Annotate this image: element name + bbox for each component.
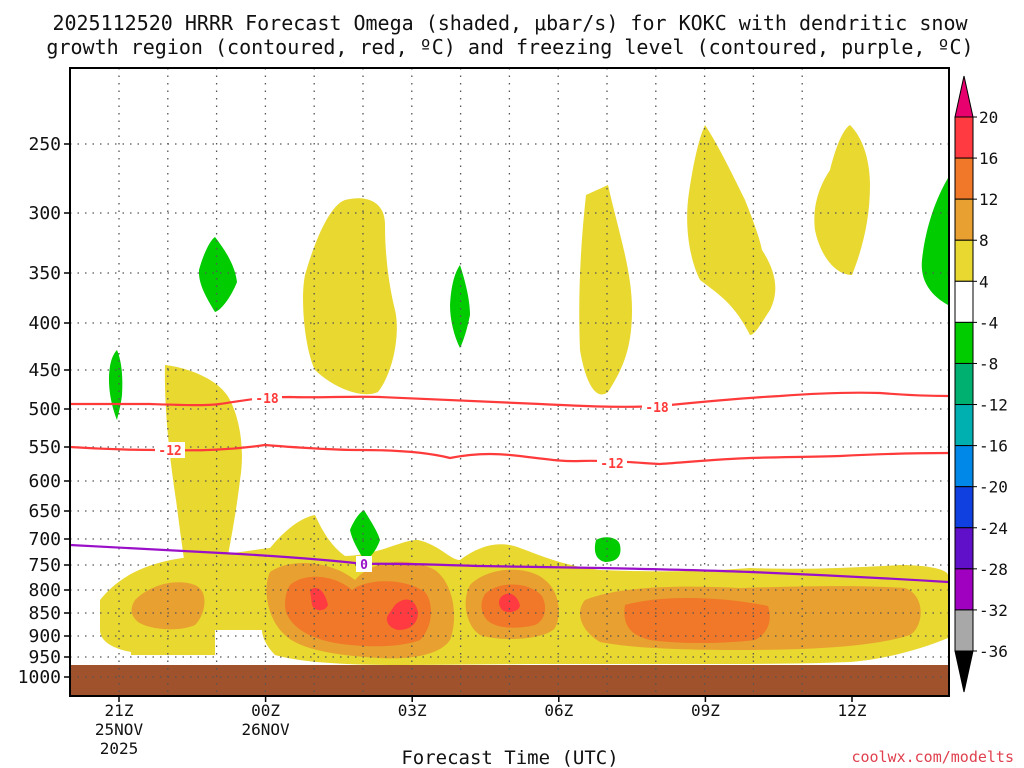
credit-text: coolwx.com/modelts (851, 748, 1014, 766)
omega-region (687, 125, 776, 335)
colorbar-label: -36 (979, 642, 1008, 661)
omega-region (594, 537, 621, 562)
colorbar-swatch (954, 486, 974, 529)
colorbar-swatch (954, 321, 974, 364)
omega-region (198, 237, 237, 312)
colorbar-label: -20 (979, 478, 1008, 497)
colorbar-label: 16 (979, 149, 998, 168)
colorbar-swatch (954, 116, 974, 159)
x-tick-label: 26NOV (242, 720, 291, 739)
omega-region (499, 593, 520, 613)
colorbar-label: -32 (979, 601, 1008, 620)
omega-region (921, 178, 948, 305)
colorbar: 20 16 12 8 4 -4 -8 -12 -16 -20 -24 -28 -32 -36 (954, 75, 1008, 693)
colorbar-swatch (954, 157, 974, 200)
colorbar-label: 20 (979, 108, 998, 127)
omega-region (450, 265, 470, 348)
x-axis-label: Forecast Time (UTC) (401, 747, 618, 768)
x-tick-label: 21Z (105, 701, 134, 720)
y-tick-label: 900 (28, 626, 61, 647)
y-tick-label: 950 (28, 647, 61, 668)
colorbar-swatch (954, 198, 974, 241)
freezing-level-label: 0 (360, 558, 368, 573)
y-tick-label: 500 (28, 399, 61, 420)
colorbar-label: 8 (979, 231, 989, 250)
omega-region (350, 510, 380, 560)
chart-title-line2: growth region (contoured, red, ºC) and f… (46, 35, 973, 59)
x-tick-label: 03Z (398, 701, 427, 720)
x-tick-label: 06Z (544, 701, 573, 720)
x-tick-label: 25NOV (95, 720, 144, 739)
colorbar-swatch (954, 609, 974, 652)
colorbar-swatch (954, 568, 974, 611)
y-tick-label: 450 (28, 360, 61, 381)
contour-label: -12 (158, 444, 181, 459)
colorbar-swatch (954, 362, 974, 406)
y-tick-label: 300 (28, 203, 61, 224)
y-tick-label: 650 (28, 501, 61, 522)
omega-region (303, 198, 397, 395)
omega-region (109, 350, 123, 420)
contour-minus12 (70, 443, 949, 466)
contour-label: -12 (600, 457, 623, 472)
y-tick-label: 850 (28, 603, 61, 624)
y-tick-label: 600 (28, 471, 61, 492)
colorbar-swatch (954, 280, 974, 323)
colorbar-label: 4 (979, 272, 989, 291)
colorbar-swatch (954, 445, 974, 488)
x-tick-label: 12Z (838, 701, 867, 720)
x-tick-label: 00Z (251, 701, 280, 720)
colorbar-label: -28 (979, 560, 1008, 579)
y-tick-label: 550 (28, 437, 61, 458)
freezing-level-contour (70, 543, 949, 584)
omega-region (579, 185, 632, 395)
y-tick-label: 750 (28, 555, 61, 576)
omega-region (624, 597, 770, 643)
contour-minus18 (70, 391, 949, 408)
colorbar-label: -12 (979, 396, 1008, 415)
chart-title-line1: 2025112520 HRRR Forecast Omega (shaded, … (52, 11, 968, 35)
y-tick-label: 700 (28, 529, 61, 550)
y-tick-label: 400 (28, 313, 61, 334)
y-tick-label: 250 (28, 134, 61, 155)
y-tick-label: 800 (28, 580, 61, 601)
contour-label: -18 (255, 392, 279, 407)
colorbar-swatch (954, 239, 974, 282)
plot-frame (69, 67, 950, 697)
omega-region (814, 125, 870, 275)
colorbar-arrow-bottom (954, 650, 974, 693)
colorbar-label: -4 (979, 313, 998, 332)
y-tick-label: 1000 (18, 667, 61, 688)
contour-label: -18 (645, 401, 669, 416)
omega-region (386, 599, 418, 630)
colorbar-label: 12 (979, 190, 998, 209)
colorbar-swatch (954, 527, 974, 570)
colorbar-arrow-top (954, 75, 974, 118)
x-tick-label: 2025 (100, 739, 139, 758)
colorbar-label: -16 (979, 437, 1008, 456)
y-axis: 2503003504004505005506006507007508008509… (18, 134, 70, 688)
plot-area: -18 -18 -12 -12 0 (70, 68, 949, 696)
omega-region (131, 582, 205, 630)
colorbar-label: -24 (979, 519, 1008, 538)
y-tick-label: 350 (28, 263, 61, 284)
x-tick-label: 09Z (691, 701, 720, 720)
colorbar-label: -8 (979, 354, 998, 373)
colorbar-swatch (954, 404, 974, 447)
